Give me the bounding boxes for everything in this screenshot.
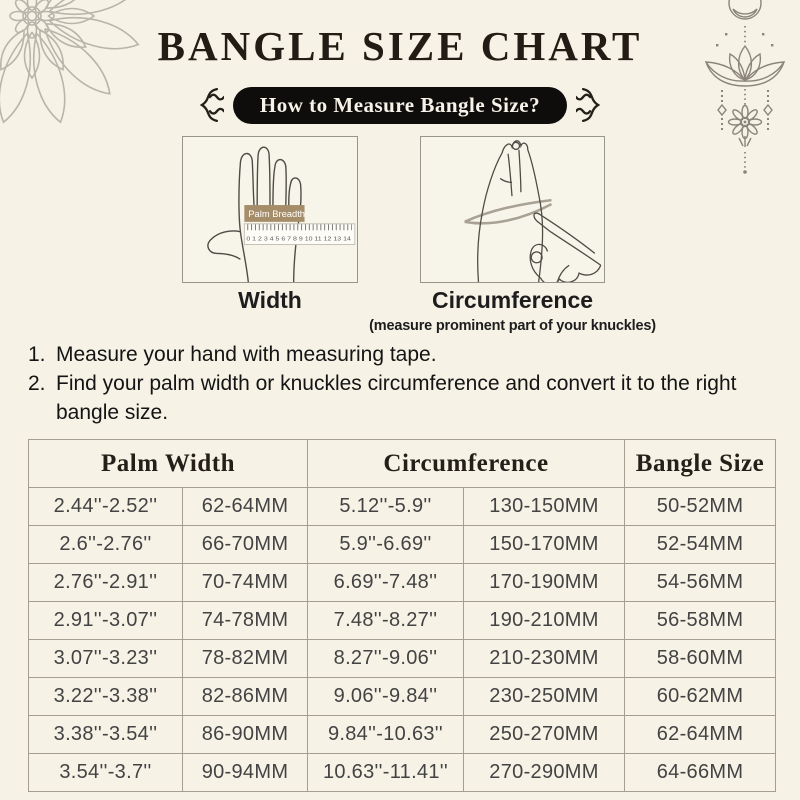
table-cell: 60-62MM: [624, 677, 777, 716]
instruction-number: 2.: [28, 372, 46, 395]
instructions-list: 1. Measure your hand with measuring tape.…: [28, 340, 778, 427]
table-cell: 2.91''-3.07'': [28, 601, 183, 640]
table-cell: 150-170MM: [462, 525, 626, 564]
table-cell: 8.27''-9.06'': [307, 639, 464, 678]
table-cell: 3.38''-3.54'': [28, 715, 183, 754]
table-cell: 62-64MM: [182, 487, 308, 526]
table-cell: 78-82MM: [182, 639, 308, 678]
pinched-hand-illustration: [464, 140, 602, 282]
table-cell: 82-86MM: [182, 677, 308, 716]
table-cell: 52-54MM: [624, 525, 777, 564]
table-cell: 190-210MM: [462, 601, 626, 640]
banner-row: How to Measure Bangle Size?: [0, 84, 800, 126]
circumference-caption-note: (measure prominent part of your knuckles…: [369, 318, 656, 334]
circumference-measure-figure: [420, 136, 605, 283]
table-row: 2.76''-2.91'' 70-74MM 6.69''-7.48'' 170-190…: [28, 563, 777, 602]
instruction-step-1: 1. Measure your hand with measuring tape.: [28, 340, 778, 369]
table-header-cell: Palm Width: [28, 439, 308, 488]
instruction-text: Measure your hand with measuring tape.: [56, 343, 437, 366]
hand-ruler-illustration: 0 1 2 3 4 5 6 7 8 9 10 11 12 13 14 Palm …: [207, 146, 356, 282]
table-header-row: Palm Width Circumference Bangle Size: [28, 439, 777, 488]
width-measure-figure: 0 1 2 3 4 5 6 7 8 9 10 11 12 13 14 Palm …: [182, 136, 358, 283]
table-cell: 230-250MM: [462, 677, 626, 716]
table-cell: 7.48''-8.27'': [307, 601, 464, 640]
table-cell: 5.9''-6.69'': [307, 525, 464, 564]
width-caption-label: Width: [238, 287, 302, 313]
instruction-text: Find your palm width or knuckles circumf…: [56, 372, 737, 424]
table-row: 2.91''-3.07'' 74-78MM 7.48''-8.27'' 190-210…: [28, 601, 777, 640]
table-cell: 90-94MM: [182, 753, 308, 792]
table-row: 3.54''-3.7'' 90-94MM 10.63''-11.41'' 270-29…: [28, 753, 777, 792]
flourish-right-icon: [576, 87, 601, 123]
table-cell: 86-90MM: [182, 715, 308, 754]
table-row: 2.6''-2.76'' 66-70MM 5.9''-6.69'' 150-170MM…: [28, 525, 777, 564]
table-cell: 74-78MM: [182, 601, 308, 640]
table-cell: 3.22''-3.38'': [28, 677, 183, 716]
table-cell: 170-190MM: [462, 563, 626, 602]
ruler-numbers: 0 1 2 3 4 5 6 7 8 9 10 11 12 13 14: [246, 237, 351, 243]
table-cell: 270-290MM: [462, 753, 626, 792]
table-cell: 64-66MM: [624, 753, 777, 792]
table-cell: 58-60MM: [624, 639, 777, 678]
width-caption: Width: [182, 287, 358, 313]
table-cell: 2.6''-2.76'': [28, 525, 183, 564]
circumference-caption: Circumference (measure prominent part of…: [355, 287, 670, 339]
table-cell: 9.84''-10.63'': [307, 715, 464, 754]
flourish-left-icon: [199, 87, 224, 123]
page-title: BANGLE SIZE CHART: [157, 23, 643, 69]
table-cell: 130-150MM: [462, 487, 626, 526]
table-header-cell: Circumference: [306, 439, 626, 488]
table-row: 2.44''-2.52'' 62-64MM 5.12''-5.9'' 130-150M…: [28, 487, 777, 526]
palm-breadth-label: Palm Breadth: [248, 209, 305, 219]
table-cell: 2.44''-2.52'': [28, 487, 183, 526]
table-cell: 10.63''-11.41'': [307, 753, 464, 792]
table-cell: 250-270MM: [462, 715, 626, 754]
table-cell: 3.54''-3.7'': [28, 753, 183, 792]
table-cell: 210-230MM: [462, 639, 626, 678]
circumference-caption-label: Circumference: [431, 287, 594, 313]
table-header-cell: Bangle Size: [624, 439, 777, 488]
banner-pill: How to Measure Bangle Size?: [232, 86, 568, 124]
table-cell: 5.12''-5.9'': [307, 487, 464, 526]
table-cell: 62-64MM: [624, 715, 777, 754]
instruction-number: 1.: [28, 343, 46, 366]
table-cell: 6.69''-7.48'': [307, 563, 464, 602]
table-cell: 70-74MM: [182, 563, 308, 602]
table-row: 3.22''-3.38'' 82-86MM 9.06''-9.84'' 230-250…: [28, 677, 777, 716]
table-cell: 66-70MM: [182, 525, 308, 564]
table-cell: 50-52MM: [624, 487, 777, 526]
instruction-step-2: 2. Find your palm width or knuckles circu…: [28, 369, 778, 427]
table-cell: 2.76''-2.91'': [28, 563, 183, 602]
table-row: 3.38''-3.54'' 86-90MM 9.84''-10.63'' 250-27…: [28, 715, 777, 754]
table-cell: 9.06''-9.84'': [307, 677, 464, 716]
table-cell: 56-58MM: [624, 601, 777, 640]
table-cell: 54-56MM: [624, 563, 777, 602]
bangle-size-table: Palm Width Circumference Bangle Size 2.44'…: [28, 439, 777, 792]
table-row: 3.07''-3.23'' 78-82MM 8.27''-9.06'' 210-230…: [28, 639, 777, 678]
table-cell: 3.07''-3.23'': [28, 639, 183, 678]
